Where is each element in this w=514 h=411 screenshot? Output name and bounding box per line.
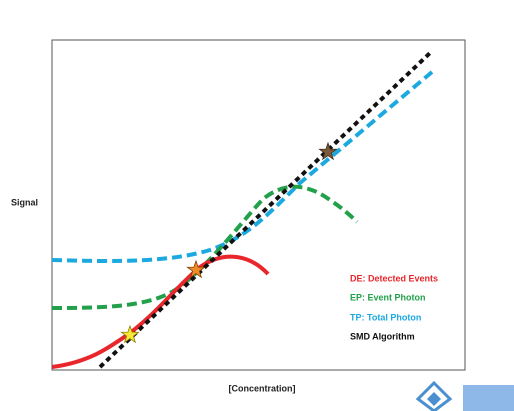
legend-entry: SMD Algorithm — [350, 331, 415, 341]
legend-entry: EP: Event Photon — [350, 292, 426, 302]
de-curve — [51, 254, 270, 369]
logo-block — [463, 385, 514, 411]
plot-frame — [51, 39, 466, 371]
x-axis-label: [Concentration] — [229, 383, 296, 393]
logo-diamond — [415, 380, 453, 411]
watermark-logo — [415, 380, 514, 411]
legend-entry: TP: Total Photon — [350, 312, 421, 322]
tp-curve — [51, 70, 434, 263]
star-yellow — [120, 324, 140, 344]
y-axis-label: Signal — [11, 197, 38, 207]
logo-diamond-inner — [427, 392, 441, 406]
star-brown — [318, 141, 338, 161]
legend-entry: DE: Detected Events — [350, 273, 438, 283]
smd-line — [98, 51, 432, 369]
star-orange — [186, 259, 206, 279]
